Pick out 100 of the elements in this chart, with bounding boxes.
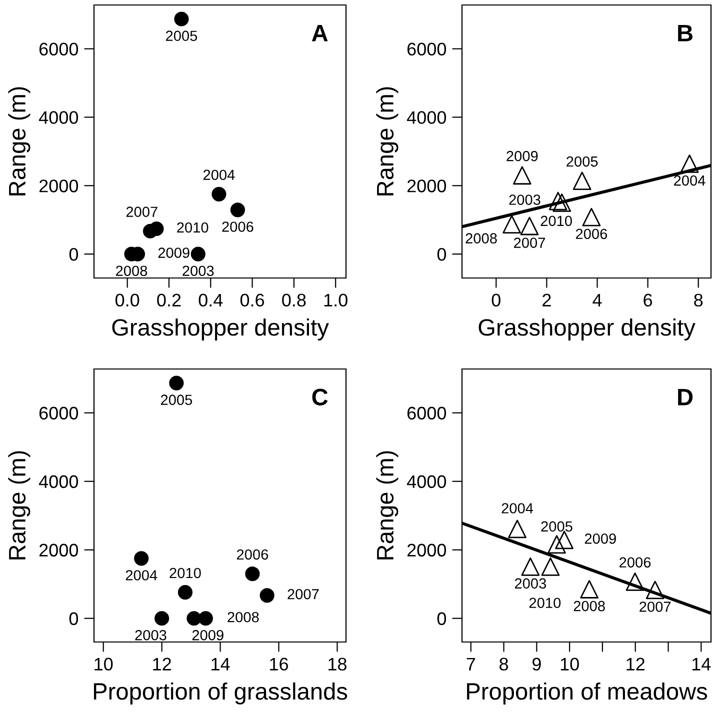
- point: [212, 186, 226, 202]
- x-tick-label: 0.0: [115, 294, 140, 307]
- annotation: 2003: [182, 266, 214, 276]
- x-tick-label: 10: [560, 658, 579, 671]
- x-tick-label: 9: [532, 658, 541, 671]
- x-axis-title: Proportion of grasslands: [94, 682, 348, 704]
- x-tick-label: 18: [328, 658, 346, 671]
- point: [149, 221, 164, 236]
- x-tick-label: 4: [592, 294, 602, 306]
- y-tick-label: 2000: [407, 180, 446, 192]
- x-tick-label: 2: [542, 294, 551, 306]
- y-tick-label: 6000: [39, 406, 78, 420]
- x-tick-label: 14: [692, 658, 711, 670]
- point: [174, 12, 189, 26]
- annotation: 2004: [674, 175, 706, 186]
- annotation: 2005: [166, 30, 198, 41]
- annotation: 2010: [529, 598, 561, 608]
- annotation: 2007: [288, 589, 319, 600]
- y-tick-label: 2000: [39, 180, 78, 192]
- annotation: 2003: [514, 578, 546, 589]
- x-tick-label: 8: [500, 658, 508, 671]
- point: [134, 551, 149, 566]
- x-axis-title: Grasshopper density: [478, 318, 696, 340]
- point: [260, 588, 274, 603]
- x-tick-label: 0.4: [198, 294, 223, 307]
- annotation: 2010: [177, 222, 208, 233]
- point: [541, 557, 560, 576]
- x-tick-label: 10: [94, 658, 113, 671]
- point: [572, 172, 592, 190]
- point: [552, 194, 572, 212]
- point: [555, 530, 574, 550]
- y-tick-label: 0: [437, 612, 446, 626]
- annotation: 2009: [158, 248, 190, 258]
- x-tick-label: 1.0: [324, 294, 348, 307]
- y-axis-title: Range (m): [376, 451, 398, 560]
- y-axis-title: Range (m): [8, 87, 30, 196]
- annotation: 2009: [506, 150, 538, 162]
- point: [548, 192, 568, 210]
- annotation: 2003: [135, 630, 166, 640]
- point: [178, 585, 192, 600]
- y-tick-label: 0: [69, 248, 78, 261]
- annotation: 2008: [116, 266, 148, 276]
- point: [521, 557, 540, 576]
- x-tick-label: 8: [694, 294, 703, 307]
- annotation: 2004: [203, 170, 235, 180]
- annotation: 2003: [509, 194, 540, 205]
- point: [580, 580, 598, 598]
- x-tick-label: 0.2: [157, 294, 181, 307]
- annotation: D: [678, 388, 693, 406]
- point: [548, 535, 566, 554]
- y-tick-label: 4000: [406, 111, 446, 124]
- annotation: 2007: [640, 602, 671, 612]
- annotation: 2005: [160, 394, 192, 406]
- y-tick-label: 0: [437, 248, 446, 261]
- y-tick-label: 0: [69, 612, 78, 626]
- annotation: 2006: [620, 557, 651, 568]
- annotation: 2005: [566, 156, 598, 167]
- annotation: B: [678, 24, 692, 42]
- point: [582, 208, 601, 226]
- point: [680, 154, 699, 173]
- x-axis-title: Grasshopper density: [112, 318, 329, 340]
- x-axis-title: Proportion of meadows: [467, 682, 708, 704]
- point: [502, 215, 521, 234]
- y-tick-label: 4000: [406, 475, 446, 488]
- point: [245, 566, 260, 582]
- x-tick-label: 7: [466, 658, 475, 670]
- annotation: C: [312, 388, 328, 406]
- x-tick-label: 0.6: [240, 294, 264, 307]
- annotation: 2008: [574, 600, 605, 612]
- annotation: 2005: [541, 521, 572, 532]
- annotation: 2009: [192, 630, 224, 640]
- annotation: 2004: [502, 503, 534, 514]
- point: [198, 611, 213, 626]
- annotation: 2004: [126, 570, 158, 580]
- annotation: 2007: [126, 206, 158, 217]
- annotation: 2008: [228, 612, 259, 622]
- point: [186, 611, 202, 626]
- y-tick-label: 6000: [39, 42, 78, 56]
- y-tick-label: 4000: [38, 475, 78, 488]
- point: [154, 611, 170, 626]
- point: [626, 572, 644, 591]
- annotation: A: [312, 24, 328, 42]
- annotation: 2006: [222, 222, 254, 232]
- y-tick-label: 4000: [38, 111, 78, 124]
- x-tick-label: 0.8: [282, 294, 306, 307]
- y-tick-label: 2000: [39, 544, 78, 557]
- point: [169, 376, 184, 390]
- annotation: 2006: [236, 549, 268, 560]
- x-tick-label: 16: [270, 658, 288, 671]
- point: [520, 216, 539, 236]
- x-tick-label: 0: [492, 294, 500, 307]
- point: [190, 246, 206, 262]
- x-tick-label: 6: [644, 294, 652, 307]
- point: [512, 166, 532, 185]
- annotation: 2010: [170, 568, 201, 578]
- annotation: 2007: [514, 238, 545, 248]
- x-tick-label: 14: [212, 658, 230, 670]
- y-tick-label: 6000: [407, 406, 446, 420]
- x-tick-label: 12: [153, 658, 171, 670]
- annotation: 2006: [576, 228, 608, 240]
